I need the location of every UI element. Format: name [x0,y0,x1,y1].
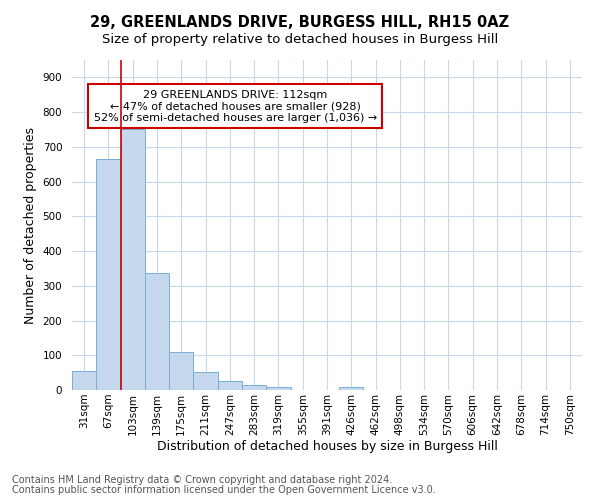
Text: 29, GREENLANDS DRIVE, BURGESS HILL, RH15 0AZ: 29, GREENLANDS DRIVE, BURGESS HILL, RH15… [91,15,509,30]
Bar [242,385,266,390]
Bar [339,387,364,390]
Bar [72,371,96,390]
Text: Contains public sector information licensed under the Open Government Licence v3: Contains public sector information licen… [12,485,436,495]
Bar [193,372,218,390]
Bar [145,272,169,390]
Text: Contains HM Land Registry data © Crown copyright and database right 2024.: Contains HM Land Registry data © Crown c… [12,475,392,485]
Bar [96,159,121,390]
Bar [266,386,290,390]
Bar [218,380,242,390]
Bar [121,130,145,390]
Bar [169,352,193,390]
Y-axis label: Number of detached properties: Number of detached properties [24,126,37,324]
X-axis label: Distribution of detached houses by size in Burgess Hill: Distribution of detached houses by size … [157,440,497,454]
Text: 29 GREENLANDS DRIVE: 112sqm
← 47% of detached houses are smaller (928)
52% of se: 29 GREENLANDS DRIVE: 112sqm ← 47% of det… [94,90,377,123]
Text: Size of property relative to detached houses in Burgess Hill: Size of property relative to detached ho… [102,32,498,46]
